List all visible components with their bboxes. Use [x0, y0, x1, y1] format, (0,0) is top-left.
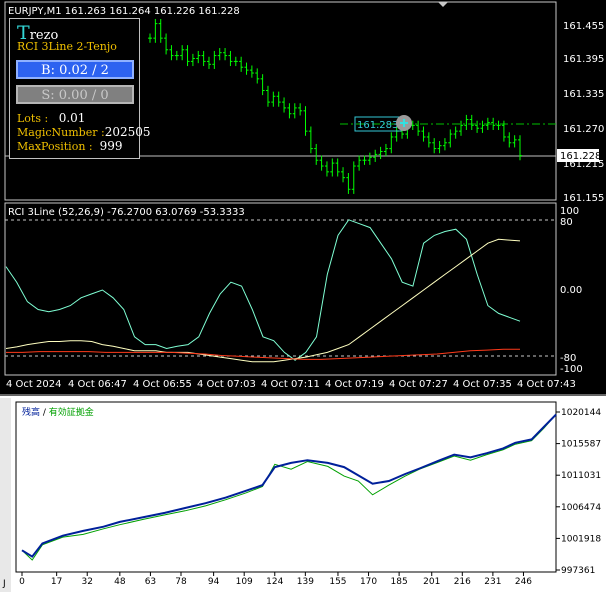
equity-legend: 残高 / 有効証拠金: [22, 406, 94, 418]
time-tick: 4 Oct 06:47: [68, 379, 127, 390]
chart-shift-marker[interactable]: [438, 2, 448, 7]
indicator-tick: 100: [560, 206, 579, 217]
magic-value: 202505: [104, 125, 151, 139]
price-chart-header: EURJPY,M1 161.263 161.264 161.226 161.22…: [8, 6, 240, 17]
current-price-label: 161.228: [560, 151, 601, 162]
equity-plot-frame: [15, 401, 557, 573]
equity-x-tick: 78: [175, 577, 187, 587]
ea-brand-initial: T: [17, 22, 30, 44]
rci-series-line: [5, 219, 521, 361]
time-tick: 4 Oct 06:55: [133, 379, 192, 390]
equity-x-tick: 231: [484, 577, 501, 587]
legend-balance: 残高: [22, 406, 40, 418]
time-tick: 4 Oct 07:35: [453, 379, 512, 390]
equity-y-tick: 1020144: [561, 408, 601, 418]
price-pane-frame: [4, 1, 557, 201]
price-tick: 161.395: [563, 54, 604, 65]
lots-value: 0.01: [58, 111, 86, 125]
indicator-pane-frame: [4, 202, 557, 376]
time-tick: 4 Oct 2024: [6, 379, 61, 390]
equity-y-tick: 1001918: [561, 534, 601, 544]
magic-row: MagicNumber :202505: [17, 125, 151, 139]
equity-x-axis: 0 17 32 48 63 78 94 109 124 139 155 170 185 201 216 231…: [19, 572, 532, 587]
equity-x-tick: 0: [19, 577, 25, 587]
lots-key: Lots :: [17, 112, 49, 125]
indicator-tick: 0.00: [560, 285, 582, 296]
indicator-tick: 80: [560, 217, 573, 228]
price-tick: 161.270: [563, 124, 604, 135]
current-price-label-bg: [557, 149, 599, 162]
equity-y-axis: 1020144 1015587 1011031 1006474 1001918 99736…: [556, 408, 601, 576]
equity-x-tick: 32: [82, 577, 93, 587]
indicator-tick: -100: [560, 364, 583, 375]
equity-x-tick: 185: [391, 577, 408, 587]
price-tick: 161.155: [563, 193, 604, 204]
rci-series-line: [6, 348, 520, 360]
price-axis: 161.455 161.395 161.335 161.270 161.215 …: [563, 21, 604, 204]
legend-sep: /: [40, 408, 49, 418]
equity-x-tick: 155: [329, 577, 346, 587]
rci-series-line: [5, 238, 521, 363]
equity-x-tick: 48: [114, 577, 126, 587]
ea-brand: Trezo: [17, 22, 58, 44]
equity-x-tick: 94: [208, 577, 220, 587]
buy-position-button[interactable]: B: 0.02 / 2: [16, 60, 134, 79]
equity-x-tick: 170: [360, 577, 377, 587]
time-tick: 4 Oct 07:27: [389, 379, 448, 390]
equity-x-tick: 109: [236, 577, 253, 587]
hover-price-label: 161.283: [357, 120, 398, 131]
price-tick: 161.215: [563, 159, 604, 170]
price-tick: 161.335: [563, 89, 604, 100]
equity-y-tick: 1006474: [561, 503, 601, 513]
maxpos-value: 999: [99, 139, 123, 153]
price-chart-canvas[interactable]: EURJPY,M1 161.263 161.264 161.226 161.22…: [0, 0, 606, 396]
price-chart-window[interactable]: EURJPY,M1 161.263 161.264 161.226 161.22…: [0, 0, 606, 396]
legend-equity: 有効証拠金: [49, 406, 94, 418]
equity-x-tick: 17: [51, 577, 62, 587]
equity-x-tick: 246: [515, 577, 532, 587]
equity-x-tick: 63: [145, 577, 156, 587]
lots-row: Lots : 0.01: [17, 111, 85, 125]
price-tick: 161.455: [563, 21, 604, 32]
equity-chart-canvas[interactable]: J 残高 / 有効証拠金 1020144 1015587 1011031 100647…: [0, 398, 606, 592]
equity-x-tick: 201: [423, 577, 440, 587]
balance-line: [21, 413, 557, 558]
rci-lines: [5, 219, 521, 363]
equity-left-strip: [0, 398, 11, 592]
equity-x-tick: 124: [266, 577, 283, 587]
equity-x-tick: 216: [454, 577, 471, 587]
maxpos-key: MaxPosition :: [17, 140, 93, 153]
indicator-axis: 100 80 0.00 -80 -100: [560, 206, 583, 375]
crosshair-plus-icon: [400, 119, 408, 127]
equity-side-icon: J: [2, 579, 6, 589]
price-bars: [148, 18, 522, 194]
time-axis: 4 Oct 2024 4 Oct 06:47 4 Oct 06:55 4 Oct…: [6, 379, 576, 390]
equity-chart-window[interactable]: J 残高 / 有効証拠金 1020144 1015587 1011031 100647…: [0, 398, 606, 592]
time-tick: 4 Oct 07:03: [197, 379, 256, 390]
equity-y-tick: 1015587: [561, 440, 601, 450]
equity-x-tick: 139: [297, 577, 314, 587]
equity-y-tick: 1011031: [561, 471, 601, 481]
time-tick: 4 Oct 07:19: [325, 379, 384, 390]
sell-position-button[interactable]: S: 0.00 / 0: [16, 85, 134, 104]
equity-lines: [21, 413, 557, 561]
equity-y-tick: 997361: [561, 566, 595, 576]
ea-panel: Trezo RCI 3Line 2-Tenjo B: 0.02 / 2 S: 0…: [9, 18, 151, 159]
magic-key: MagicNumber :: [17, 126, 105, 139]
ea-brand-rest: rezo: [29, 28, 59, 43]
time-tick: 4 Oct 07:11: [261, 379, 320, 390]
indicator-tick: -80: [560, 353, 576, 364]
indicator-header: RCI 3Line (52,26,9) -76.2700 63.0769 -53…: [8, 207, 245, 218]
ea-name: RCI 3Line 2-Tenjo: [17, 40, 117, 53]
equity-line: [21, 414, 557, 561]
maxpos-row: MaxPosition : 999: [17, 139, 123, 153]
time-tick: 4 Oct 07:43: [517, 379, 576, 390]
